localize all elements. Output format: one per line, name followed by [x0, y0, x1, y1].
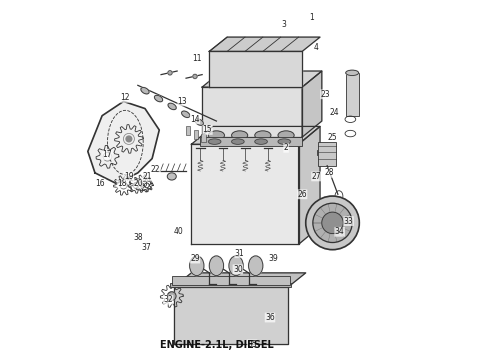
Polygon shape [298, 126, 320, 244]
Text: 37: 37 [142, 243, 151, 252]
Text: 13: 13 [178, 97, 187, 106]
Ellipse shape [283, 76, 297, 83]
Ellipse shape [167, 173, 176, 180]
Bar [186, 126, 190, 135]
Bar [201, 134, 206, 143]
Text: 30: 30 [233, 265, 243, 274]
Text: 36: 36 [265, 313, 275, 322]
Circle shape [126, 136, 132, 142]
Text: 27: 27 [312, 172, 321, 181]
Ellipse shape [278, 139, 291, 144]
Ellipse shape [216, 76, 229, 83]
Polygon shape [209, 51, 302, 87]
Ellipse shape [232, 131, 247, 140]
Text: 26: 26 [297, 190, 307, 199]
Text: 16: 16 [96, 179, 105, 188]
Circle shape [313, 203, 352, 243]
Ellipse shape [208, 139, 221, 144]
Ellipse shape [232, 139, 244, 144]
Text: 12: 12 [121, 93, 130, 102]
Text: 15: 15 [203, 126, 212, 135]
Polygon shape [173, 273, 306, 287]
Bar [318, 143, 336, 166]
Ellipse shape [208, 131, 224, 140]
Text: 17: 17 [103, 150, 112, 159]
Ellipse shape [190, 256, 204, 275]
Ellipse shape [209, 256, 223, 275]
Polygon shape [209, 37, 320, 51]
Text: 23: 23 [320, 90, 330, 99]
Text: 24: 24 [329, 108, 339, 117]
Ellipse shape [195, 119, 203, 125]
Text: 28: 28 [324, 168, 334, 177]
Ellipse shape [255, 131, 271, 140]
Text: 11: 11 [192, 54, 201, 63]
Text: 1: 1 [309, 13, 314, 22]
Text: ENGINE-2.1L, DIESEL: ENGINE-2.1L, DIESEL [160, 340, 273, 350]
Ellipse shape [182, 111, 190, 117]
Text: 22: 22 [151, 165, 160, 174]
Ellipse shape [154, 95, 163, 102]
Circle shape [322, 212, 343, 234]
Bar [170, 283, 292, 287]
Text: 18: 18 [117, 179, 126, 188]
Ellipse shape [238, 76, 252, 83]
Ellipse shape [278, 131, 294, 140]
Ellipse shape [168, 103, 176, 110]
Text: 38: 38 [133, 233, 143, 242]
Ellipse shape [255, 139, 268, 144]
Text: 33: 33 [343, 217, 353, 226]
Polygon shape [302, 71, 322, 137]
Text: 20: 20 [133, 179, 143, 188]
Bar [172, 276, 290, 285]
Polygon shape [202, 71, 322, 87]
Polygon shape [192, 144, 298, 244]
Bar [194, 130, 198, 139]
Polygon shape [192, 126, 320, 144]
Text: 14: 14 [190, 115, 200, 124]
Circle shape [168, 71, 172, 75]
Text: 31: 31 [235, 249, 245, 258]
Polygon shape [202, 87, 302, 137]
Bar [346, 73, 359, 116]
Ellipse shape [261, 76, 274, 83]
Ellipse shape [229, 256, 243, 275]
Ellipse shape [248, 256, 263, 275]
Circle shape [193, 74, 197, 78]
Polygon shape [88, 102, 159, 184]
Text: 40: 40 [174, 227, 184, 236]
Text: 19: 19 [124, 172, 134, 181]
Text: 35: 35 [247, 340, 257, 349]
Text: 21: 21 [142, 172, 151, 181]
Text: 2: 2 [284, 143, 289, 152]
Circle shape [168, 292, 176, 300]
Text: 34: 34 [335, 227, 344, 236]
Text: 29: 29 [190, 254, 200, 263]
Text: 25: 25 [328, 132, 337, 141]
Text: 32: 32 [163, 295, 173, 304]
Text: 3: 3 [282, 20, 287, 29]
Circle shape [306, 196, 359, 249]
Polygon shape [173, 287, 288, 344]
Bar [200, 137, 302, 146]
Ellipse shape [141, 87, 149, 94]
Ellipse shape [346, 70, 359, 76]
Text: 4: 4 [314, 43, 319, 52]
Text: 39: 39 [269, 254, 278, 263]
